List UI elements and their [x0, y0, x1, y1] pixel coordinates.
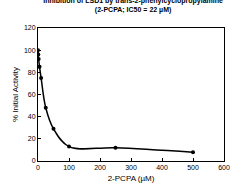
svg-text:40: 40 — [28, 113, 36, 120]
svg-text:% Initial Activity: % Initial Activity — [11, 67, 20, 122]
svg-text:500: 500 — [187, 164, 199, 171]
svg-text:20: 20 — [28, 135, 36, 142]
svg-text:400: 400 — [156, 164, 168, 171]
svg-text:2-PCPA (µM): 2-PCPA (µM) — [108, 174, 155, 183]
svg-text:60: 60 — [28, 91, 36, 98]
svg-text:0: 0 — [36, 164, 40, 171]
svg-text:100: 100 — [63, 164, 75, 171]
svg-text:Inhibition of LSD1 by trans-2-: Inhibition of LSD1 by trans-2-phenylcycl… — [43, 0, 223, 14]
svg-text:200: 200 — [94, 164, 106, 171]
svg-text:100: 100 — [24, 47, 36, 54]
svg-text:0: 0 — [32, 157, 36, 164]
svg-text:300: 300 — [125, 164, 137, 171]
svg-text:80: 80 — [28, 69, 36, 76]
svg-text:120: 120 — [24, 24, 36, 31]
svg-text:600: 600 — [218, 164, 230, 171]
